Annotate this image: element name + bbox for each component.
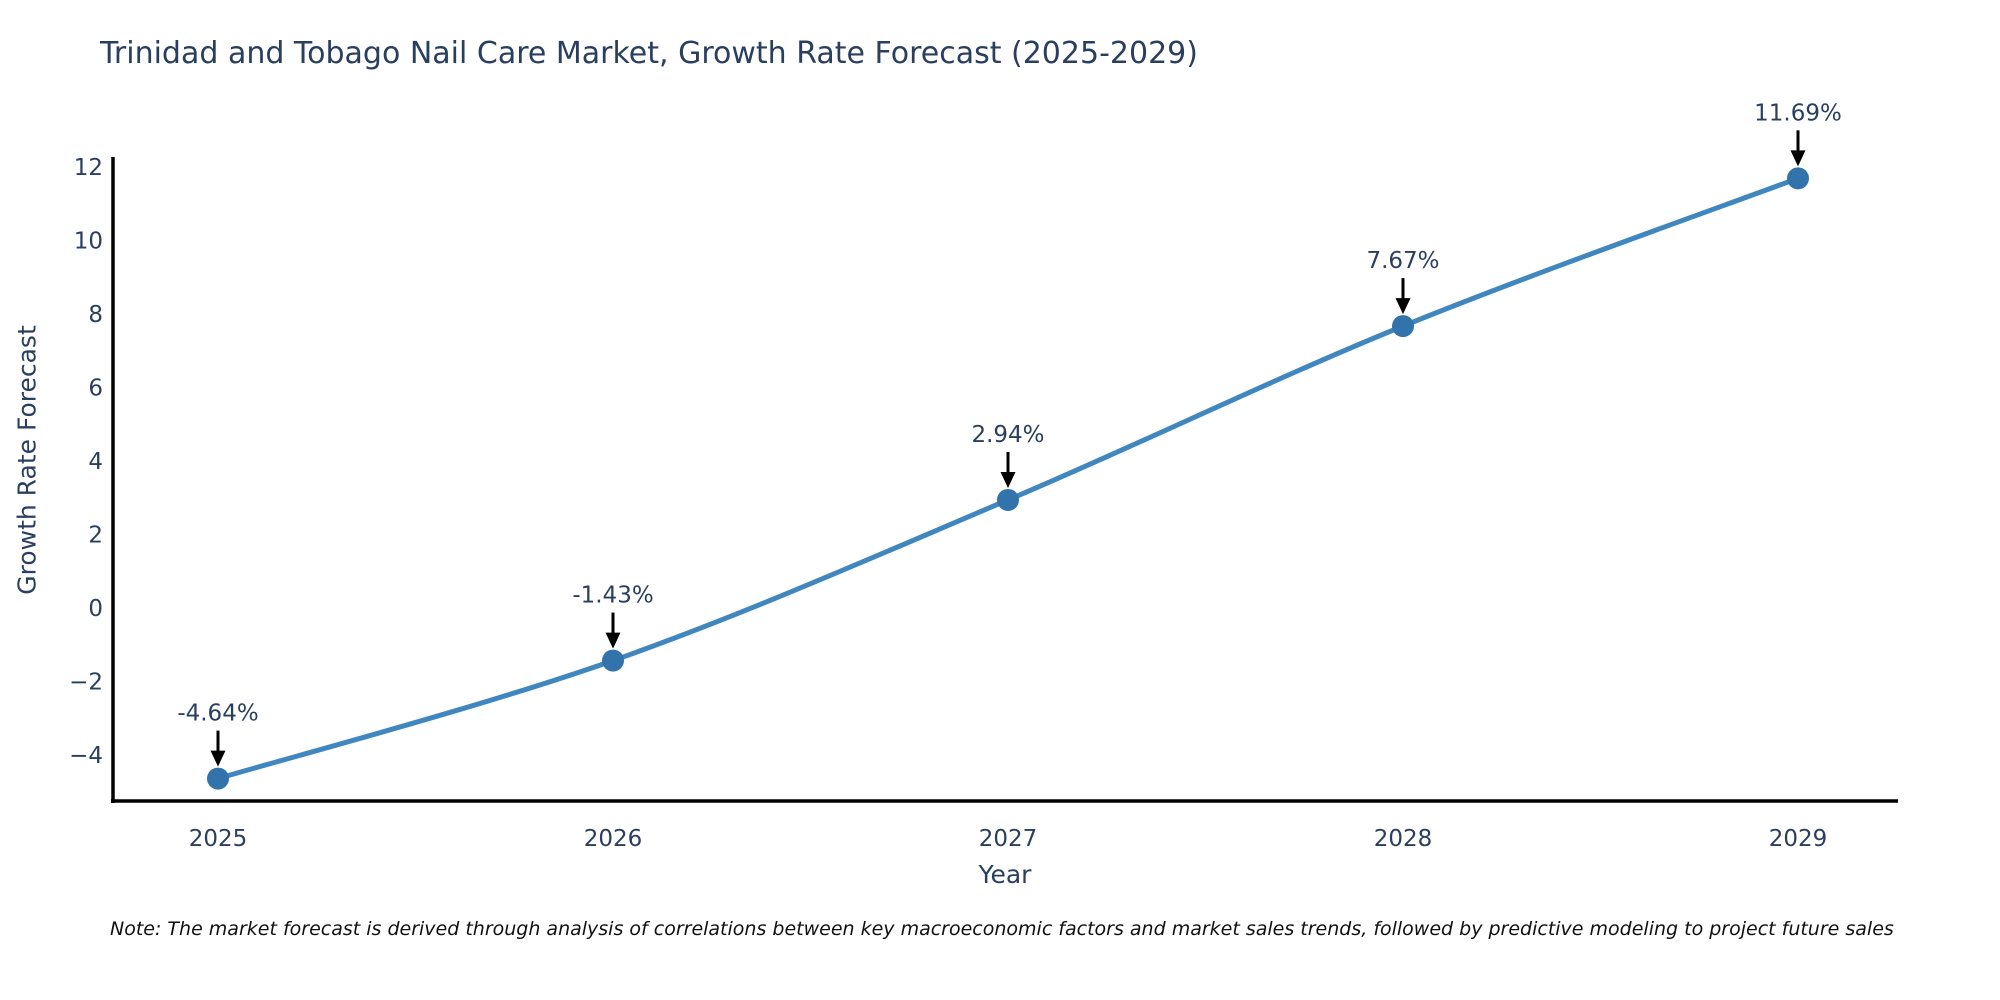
y-tick-label: 10 xyxy=(74,228,103,254)
data-point-marker xyxy=(602,649,624,672)
x-tick-label: 2028 xyxy=(1374,826,1433,852)
footnote: Note: The market forecast is derived thr… xyxy=(110,918,1894,940)
x-tick-label: 2029 xyxy=(1769,826,1828,852)
annotation-arrowhead xyxy=(605,632,621,649)
y-tick-label: −4 xyxy=(69,743,103,769)
data-point-label: 7.67% xyxy=(1366,248,1439,274)
y-tick-label: 2 xyxy=(88,523,103,549)
data-point-label: 2.94% xyxy=(971,422,1044,448)
data-point-label: -4.64% xyxy=(177,701,258,727)
annotation-arrowhead xyxy=(210,750,226,767)
y-tick-label: 8 xyxy=(88,302,103,328)
x-tick-label: 2025 xyxy=(189,826,248,852)
y-tick-label: 12 xyxy=(74,155,103,181)
x-axis-label: Year xyxy=(978,860,1032,889)
y-tick-label: 0 xyxy=(88,596,103,622)
x-tick-label: 2027 xyxy=(979,826,1038,852)
annotation-arrowhead xyxy=(1395,298,1411,315)
data-point-marker xyxy=(1392,315,1414,338)
y-tick-label: 6 xyxy=(88,375,103,401)
data-point-label: 11.69% xyxy=(1754,100,1842,126)
chart-title: Trinidad and Tobago Nail Care Market, Gr… xyxy=(100,36,1198,71)
y-tick-label: −2 xyxy=(69,670,103,696)
x-tick-label: 2026 xyxy=(584,826,643,852)
data-point-marker xyxy=(1787,167,1809,190)
y-axis-label: Growth Rate Forecast xyxy=(12,325,42,595)
data-point-label: -1.43% xyxy=(572,583,653,609)
data-point-marker xyxy=(997,488,1019,511)
y-tick-label: 4 xyxy=(88,449,103,475)
annotation-arrowhead xyxy=(1790,150,1806,167)
annotation-arrowhead xyxy=(1000,471,1016,488)
data-point-marker xyxy=(207,767,229,790)
